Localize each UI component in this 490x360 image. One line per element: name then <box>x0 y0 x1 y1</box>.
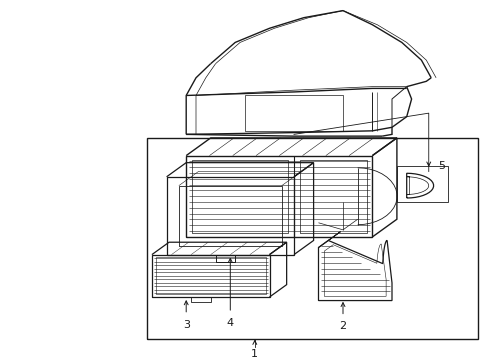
Text: 2: 2 <box>340 321 346 331</box>
Text: 4: 4 <box>227 318 234 328</box>
Text: 1: 1 <box>251 349 258 359</box>
Text: 5: 5 <box>439 161 445 171</box>
Text: 3: 3 <box>183 320 190 330</box>
